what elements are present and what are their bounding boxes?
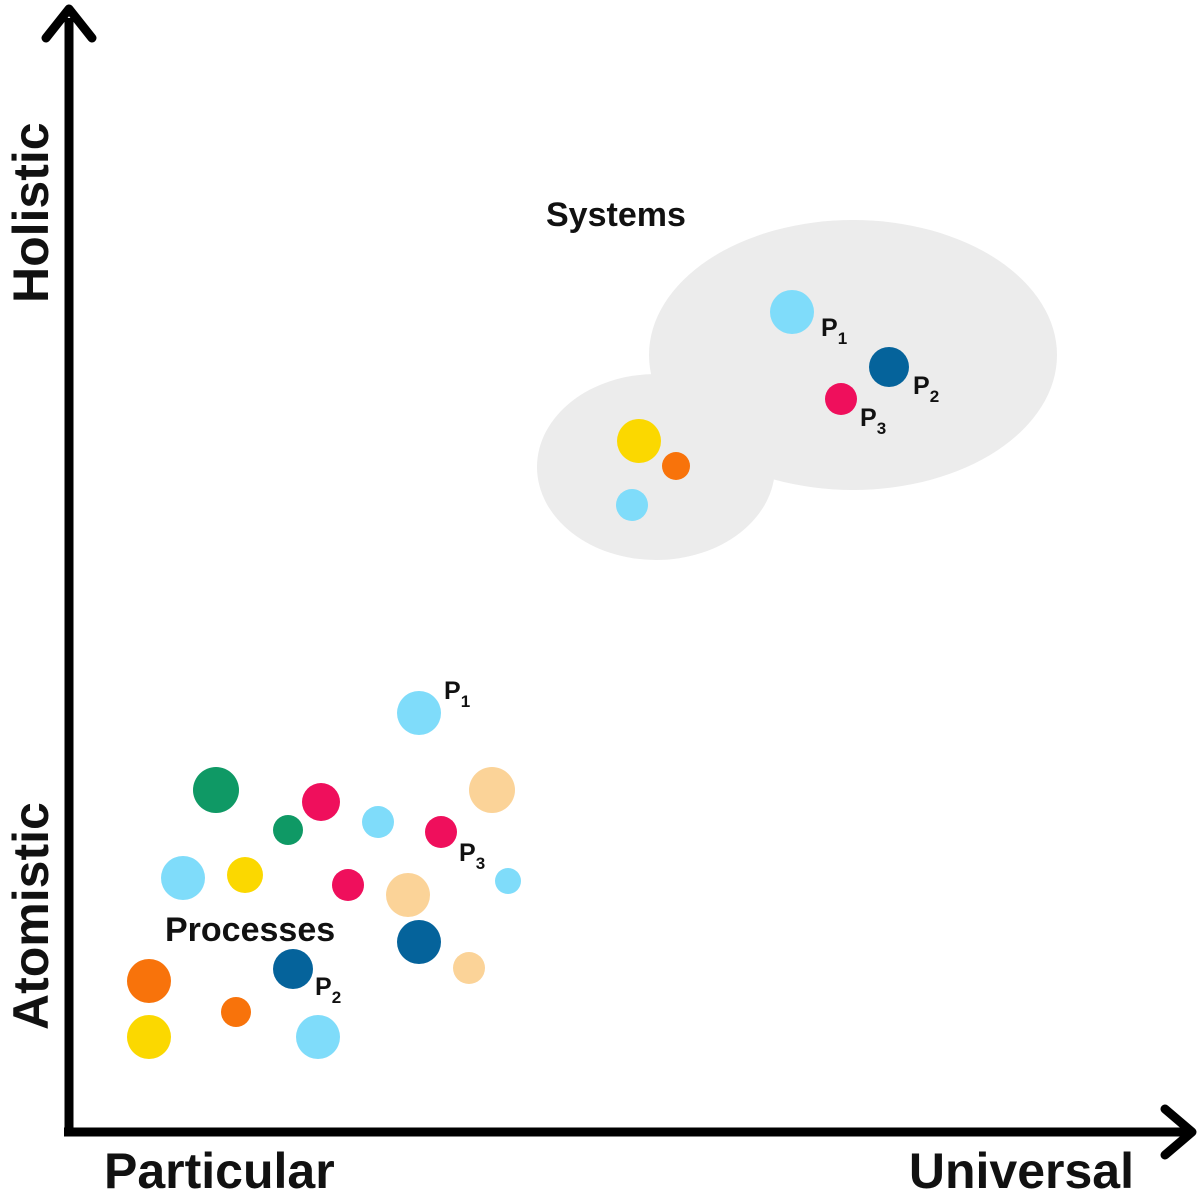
x-axis-right-label: Universal [909, 1143, 1134, 1194]
systems-label: Systems [546, 196, 686, 234]
processes-p3-dot [425, 816, 457, 848]
processes-p2-label: P2 [315, 973, 341, 1007]
processes-label: Processes [165, 911, 335, 949]
systems-sub-dot [617, 419, 661, 463]
systems-sub-dots [616, 419, 690, 521]
systems-p1-dot [770, 290, 814, 334]
process-dot [302, 783, 340, 821]
y-axis-top-label: Holistic [3, 122, 59, 303]
y-axis-bottom-label: Atomistic [3, 802, 59, 1030]
process-dot [127, 959, 171, 1003]
process-dot [386, 873, 430, 917]
systems-p3-label: P3 [860, 404, 886, 438]
process-dot [221, 997, 251, 1027]
systems-clusters [537, 220, 1057, 560]
process-dot [227, 857, 263, 893]
x-axis-arrowhead [1160, 1104, 1197, 1160]
processes-dots [127, 691, 521, 1059]
process-dot [273, 815, 303, 845]
process-dot [193, 767, 239, 813]
systems-p1-label: P1 [821, 314, 847, 348]
processes-p1-label: P1 [444, 677, 470, 711]
processes-p1-dot [397, 691, 441, 735]
process-dot [296, 1015, 340, 1059]
systems-p2-label: P2 [913, 372, 939, 406]
systems-main-dots [770, 290, 909, 415]
process-dot [127, 1015, 171, 1059]
process-dot [161, 856, 205, 900]
systems-sub-dot [616, 489, 648, 521]
systems-main-cluster-ellipse [649, 220, 1057, 490]
axes [41, 4, 1197, 1160]
process-dot [362, 806, 394, 838]
x-axis-left-label: Particular [104, 1143, 335, 1194]
systems-p3-dot [825, 383, 857, 415]
processes-p3-label: P3 [459, 839, 485, 873]
process-dot [397, 920, 441, 964]
process-dot [453, 952, 485, 984]
processes-p2-dot [273, 949, 313, 989]
process-dot [332, 869, 364, 901]
systems-p2-dot [869, 347, 909, 387]
process-dot [469, 767, 515, 813]
y-axis-arrowhead [41, 4, 97, 43]
systems-sub-dot [662, 452, 690, 480]
process-dot [495, 868, 521, 894]
